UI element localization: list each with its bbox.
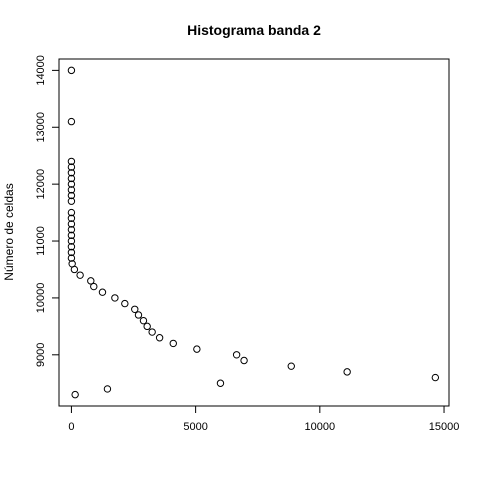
data-point	[67, 117, 76, 126]
data-point	[70, 265, 79, 274]
data-point	[240, 356, 248, 365]
data-point	[87, 277, 95, 285]
data-point	[169, 339, 177, 348]
data-point	[67, 66, 76, 75]
data-point	[90, 282, 98, 291]
data-point	[287, 362, 295, 370]
data-point	[143, 322, 151, 331]
y-tick-label: 12000	[35, 169, 47, 200]
data-point	[134, 311, 143, 319]
data-point	[67, 174, 76, 183]
plot-frame	[58, 58, 450, 407]
x-axis: 0 5000 10000 15000	[68, 406, 459, 433]
y-axis-label: Número de celdas	[2, 183, 16, 280]
data-point	[67, 231, 76, 240]
data-point	[193, 345, 201, 353]
data-point	[148, 328, 156, 336]
data-point	[67, 243, 76, 251]
x-tick-label: 10000	[305, 421, 336, 433]
data-point	[67, 169, 76, 177]
data-point	[67, 191, 76, 200]
data-point	[67, 248, 76, 257]
y-tick-label: 14000	[35, 55, 47, 86]
data-points	[67, 66, 440, 399]
data-point	[67, 225, 76, 234]
data-point	[431, 373, 440, 382]
data-point	[103, 385, 112, 393]
data-point	[67, 237, 76, 245]
data-point	[67, 157, 76, 166]
data-point	[131, 305, 139, 313]
data-point	[139, 316, 148, 325]
data-point	[67, 197, 76, 205]
x-tick-label: 5000	[183, 421, 207, 433]
y-tick-label: 11000	[35, 226, 47, 256]
data-point	[67, 220, 76, 228]
data-point	[71, 390, 79, 399]
data-point	[67, 254, 76, 262]
data-point	[67, 214, 76, 222]
data-point	[67, 186, 76, 194]
data-point	[76, 271, 84, 279]
y-tick-label: 10000	[35, 283, 47, 314]
chart-title: Histograma banda 2	[187, 22, 321, 38]
data-point	[98, 288, 107, 296]
data-point	[67, 163, 76, 171]
data-point	[67, 180, 76, 188]
y-tick-label: 13000	[35, 112, 47, 143]
data-point	[343, 368, 351, 376]
y-axis: 9000 10000 11000 12000 13000 14000	[35, 55, 59, 367]
data-point	[232, 351, 241, 359]
x-tick-label: 15000	[429, 421, 460, 433]
data-point	[111, 294, 119, 302]
data-point	[67, 208, 76, 217]
x-tick-label: 0	[68, 421, 74, 433]
y-tick-label: 9000	[35, 343, 47, 367]
data-point	[155, 334, 164, 342]
data-point	[121, 299, 129, 308]
data-point	[216, 379, 225, 387]
